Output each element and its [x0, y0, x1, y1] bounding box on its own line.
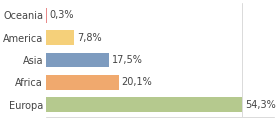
- Bar: [46, 75, 118, 90]
- Bar: [46, 8, 47, 23]
- Text: 7,8%: 7,8%: [77, 33, 102, 43]
- Bar: [46, 53, 109, 67]
- Text: 17,5%: 17,5%: [112, 55, 143, 65]
- Bar: [46, 30, 74, 45]
- Bar: [46, 97, 242, 112]
- Text: 54,3%: 54,3%: [245, 100, 276, 110]
- Text: 20,1%: 20,1%: [122, 77, 152, 87]
- Text: 0,3%: 0,3%: [50, 10, 74, 20]
